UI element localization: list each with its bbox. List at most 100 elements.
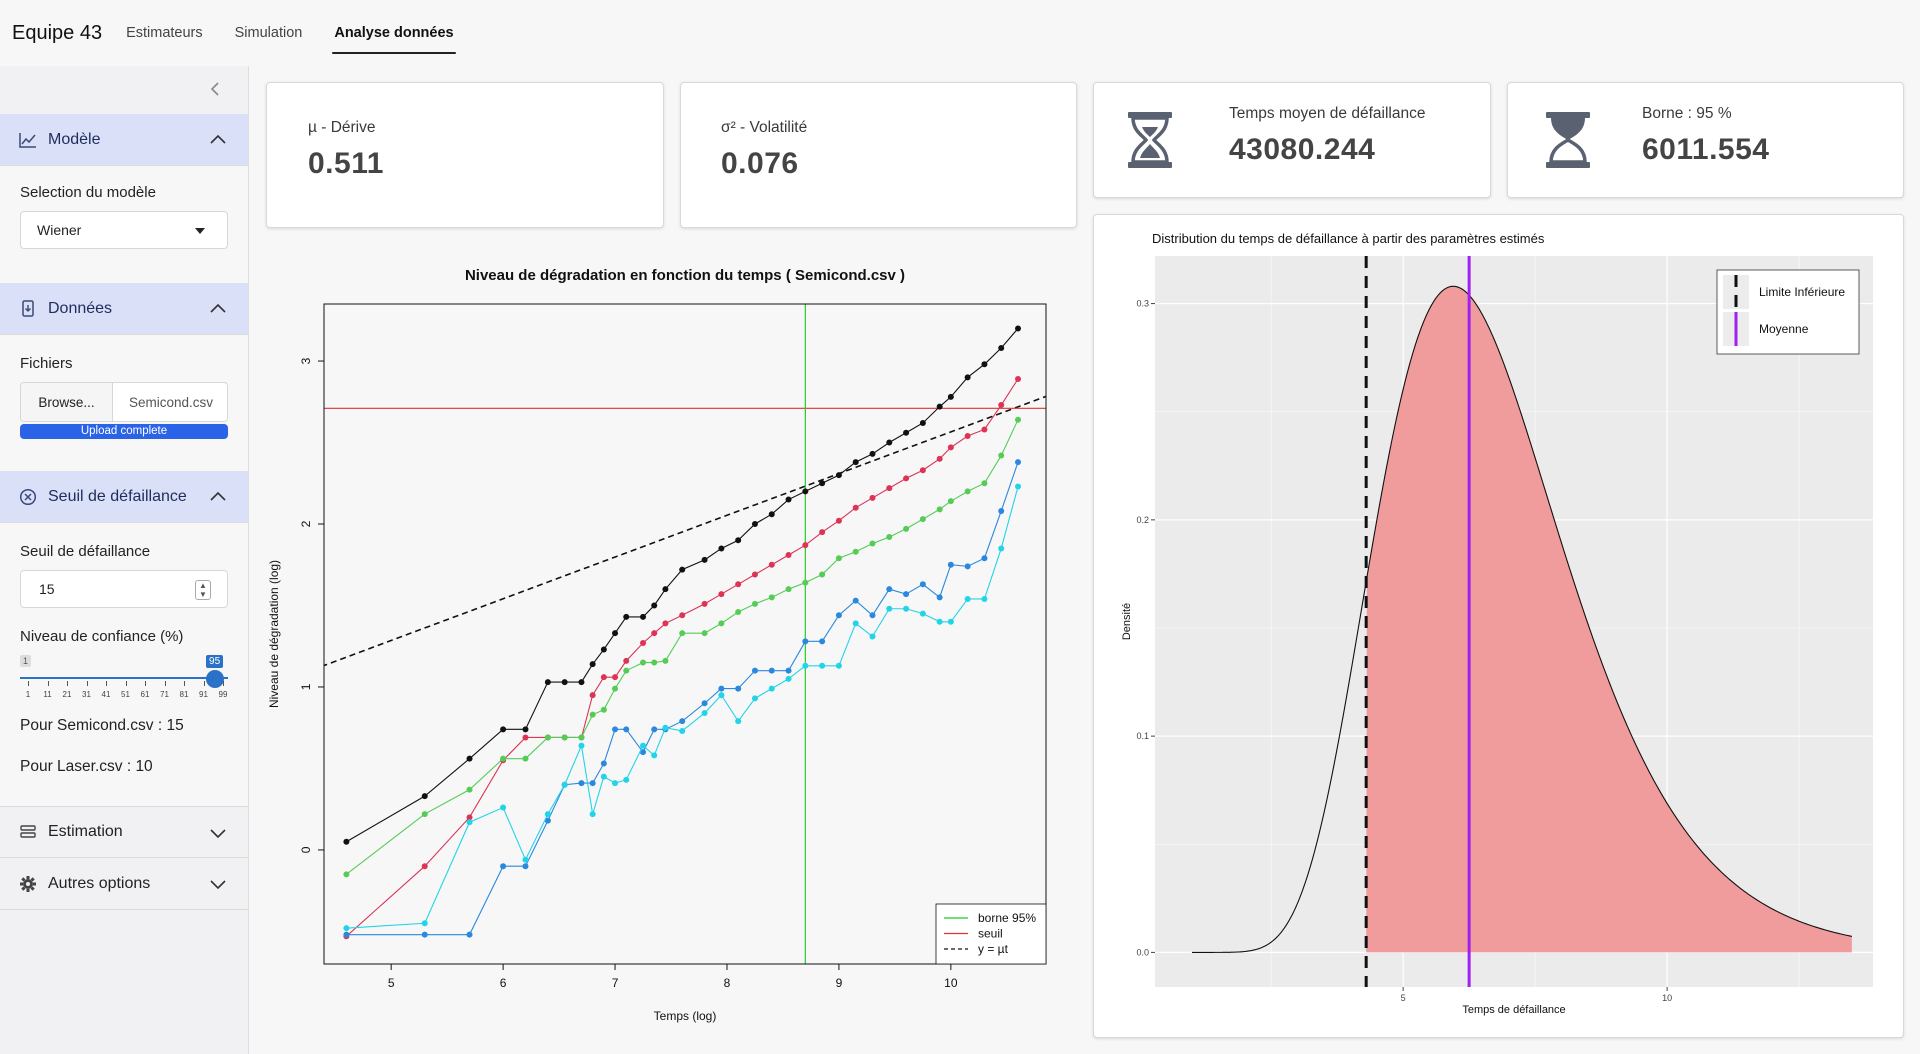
borne-value: 6011.554 — [1642, 133, 1770, 166]
series-point — [522, 856, 529, 863]
tab-estimateurs[interactable]: Estimateurs — [126, 25, 203, 41]
series-point — [964, 595, 971, 602]
series-point — [964, 374, 971, 381]
slider-handle[interactable] — [206, 670, 225, 688]
volatilite-value: 0.076 — [721, 147, 799, 180]
tab-analyse-donnees[interactable]: Analyse données — [332, 0, 456, 66]
temps-moyen-value: 43080.244 — [1229, 133, 1376, 166]
slider-tick-label: 31 — [82, 690, 91, 699]
series-point — [544, 679, 551, 686]
series-point — [466, 786, 473, 793]
series-point — [819, 571, 826, 578]
series-point — [1015, 325, 1022, 332]
series-point — [343, 838, 350, 845]
series-point — [751, 600, 758, 607]
slider-value-bubble: 95 — [206, 655, 224, 668]
model-select-value: Wiener — [37, 222, 82, 238]
series-point — [466, 931, 473, 938]
accordion-autres-options[interactable]: Autres options — [0, 858, 248, 910]
series-point — [522, 726, 529, 733]
series-point — [819, 662, 826, 669]
x-tick-label: 10 — [1662, 993, 1672, 1003]
series-point — [869, 450, 876, 457]
series-point — [852, 597, 859, 604]
series-point — [852, 548, 859, 555]
series-point — [735, 537, 742, 544]
x-tick-label: 6 — [500, 976, 507, 990]
files-label: Fichiers — [20, 355, 73, 372]
slider-tick-label: 51 — [121, 690, 130, 699]
legend-label: Limite Inférieure — [1759, 285, 1845, 299]
slider-track[interactable] — [20, 677, 228, 679]
plot1-title: Niveau de dégradation en fonction du tem… — [465, 267, 905, 284]
series-point — [964, 563, 971, 570]
series-point — [718, 591, 725, 598]
seuil-semicond-text: Pour Semicond.csv : 15 — [20, 717, 184, 734]
tab-simulation[interactable]: Simulation — [234, 25, 303, 41]
seuil-input[interactable]: 15 ▲ ▼ — [20, 570, 228, 608]
model-select-label: Selection du modèle — [20, 184, 156, 201]
seuil-laser-text: Pour Laser.csv : 10 — [20, 758, 153, 775]
accordion-modele[interactable]: Modèle — [0, 114, 248, 166]
series-point — [919, 516, 926, 523]
series-point — [561, 734, 568, 741]
accordion-estimation[interactable]: Estimation — [0, 806, 248, 858]
series-point — [735, 581, 742, 588]
series-point — [768, 594, 775, 601]
series-point — [785, 675, 792, 682]
series-point — [947, 444, 954, 451]
series-point — [852, 504, 859, 511]
x-tick-label: 5 — [1401, 993, 1406, 1003]
series-point — [343, 871, 350, 878]
accordion-seuil[interactable]: Seuil de défaillance — [0, 471, 248, 523]
series-point — [964, 488, 971, 495]
series-point — [998, 452, 1005, 459]
series-point — [640, 749, 647, 756]
series-point — [466, 755, 473, 762]
plot1-frame — [323, 303, 1047, 965]
chevron-left-icon[interactable] — [208, 80, 222, 98]
slider-tick-label: 1 — [25, 690, 31, 699]
series-point — [578, 679, 585, 686]
accordion-modele-title: Modèle — [48, 130, 101, 148]
series-point — [612, 685, 619, 692]
series-point — [819, 480, 826, 487]
series-point — [343, 931, 350, 938]
slider-tick — [125, 681, 127, 686]
series-point — [589, 692, 596, 699]
y-tick-label: 0.3 — [1136, 299, 1149, 309]
model-select[interactable]: Wiener — [20, 211, 228, 249]
confiance-slider[interactable]: 1 95 1 11 21 31 41 51 61 71 81 91 99 — [20, 651, 228, 713]
series-point — [500, 804, 507, 811]
series-point — [1015, 416, 1022, 423]
series-point — [343, 925, 350, 932]
browse-button[interactable]: Browse... — [21, 383, 113, 421]
y-tick-label: 0.2 — [1136, 515, 1149, 525]
slider-tick — [67, 681, 68, 686]
slider-tick-label: 41 — [101, 690, 111, 699]
series-point — [998, 345, 1005, 351]
series-point — [623, 667, 630, 674]
series-point — [421, 920, 428, 927]
slider-tick — [47, 681, 49, 686]
spinner-icon[interactable]: ▲ ▼ — [195, 580, 211, 600]
series-point — [612, 630, 619, 637]
series-point — [522, 755, 529, 762]
value-box-derive: µ - Dérive 0.511 — [266, 82, 664, 228]
density-curve — [1191, 285, 1852, 953]
accordion-donnees[interactable]: Données — [0, 283, 248, 335]
series-point — [701, 700, 708, 707]
series-point — [802, 662, 809, 669]
temps-moyen-title: Temps moyen de défaillance — [1229, 105, 1426, 122]
series-point — [421, 863, 428, 870]
series-line-0 — [346, 328, 1019, 843]
density-fill — [1366, 286, 1852, 953]
y-tick-label: 2 — [299, 520, 313, 527]
series-point — [947, 393, 954, 400]
plot1-ylabel: Niveau de dégradation (log) — [267, 560, 281, 708]
series-point — [589, 811, 596, 818]
plot1-xlabel: Temps (log) — [654, 1009, 717, 1023]
value-box-temps-moyen: Temps moyen de défaillance 43080.244 — [1093, 82, 1491, 198]
series-point — [701, 556, 708, 563]
series-point — [768, 561, 775, 568]
